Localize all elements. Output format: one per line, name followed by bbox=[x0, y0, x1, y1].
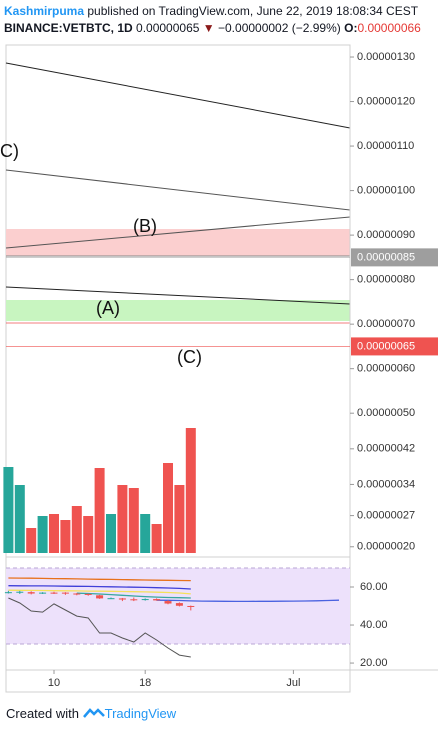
trend-line bbox=[5, 216, 351, 249]
candle-body bbox=[118, 598, 126, 600]
arrow: ▼ bbox=[202, 21, 215, 35]
annotation: C) bbox=[0, 141, 19, 161]
candle-body bbox=[130, 599, 138, 601]
last-price: 0.00000065 bbox=[136, 21, 200, 35]
rsi-tick-label: 20.00 bbox=[360, 657, 388, 669]
y-tick-label: 0.00000080 bbox=[357, 274, 415, 286]
trend-line bbox=[5, 62, 351, 129]
volume-bar bbox=[140, 514, 151, 553]
indicator-line bbox=[8, 585, 191, 590]
candle-body bbox=[39, 592, 47, 594]
author[interactable]: Kashmirpuma bbox=[4, 4, 85, 18]
volume-bar bbox=[106, 514, 116, 553]
annotation: (B) bbox=[133, 216, 157, 236]
price-marker-label: 0.00000085 bbox=[357, 251, 415, 263]
volume-bar bbox=[60, 520, 71, 553]
indicator-line bbox=[156, 599, 340, 603]
candle-body bbox=[187, 605, 195, 607]
volume-bar bbox=[185, 428, 196, 553]
annotation: (A) bbox=[96, 298, 120, 318]
volume-bar bbox=[128, 488, 139, 553]
volume-bar bbox=[163, 463, 173, 553]
logo-mark bbox=[82, 708, 105, 718]
x-tick-label: 18 bbox=[139, 677, 151, 689]
footer-brand[interactable]: TradingView bbox=[104, 706, 177, 721]
rsi-tick-label: 60.00 bbox=[360, 581, 388, 593]
candle-body bbox=[153, 599, 161, 601]
y-tick-label: 0.00000100 bbox=[357, 184, 415, 196]
y-tick-label: 0.00000120 bbox=[357, 95, 415, 107]
x-tick-label: 10 bbox=[48, 677, 60, 689]
published: published on TradingView.com, June 22, 2… bbox=[87, 4, 419, 18]
symbol: BINANCE:VETBTC, 1D bbox=[4, 21, 133, 35]
y-tick-label: 0.00000130 bbox=[357, 51, 415, 63]
indicator-line bbox=[8, 577, 191, 582]
y-tick-label: 0.00000090 bbox=[357, 229, 415, 241]
price-marker bbox=[351, 337, 438, 356]
price-marker bbox=[351, 248, 438, 267]
y-tick-label: 0.00000060 bbox=[357, 363, 415, 375]
indicator-line bbox=[8, 589, 191, 595]
volume-bar bbox=[3, 467, 14, 553]
candle-body bbox=[96, 595, 104, 599]
price-marker-label: 0.00000065 bbox=[357, 340, 415, 352]
change: −0.00000002 (−2.99%) bbox=[218, 21, 341, 35]
volume-bar bbox=[83, 516, 94, 553]
candle-body bbox=[175, 603, 183, 606]
x-tick-label: Jul bbox=[286, 677, 300, 689]
resistance-zone bbox=[6, 229, 350, 256]
candle-body bbox=[27, 592, 35, 594]
y-tick-label: 0.00000050 bbox=[357, 407, 415, 419]
candle-body bbox=[16, 591, 24, 593]
rsi-line bbox=[8, 597, 191, 658]
y-tick-label: 0.00000020 bbox=[357, 541, 415, 553]
trend-line bbox=[5, 169, 351, 211]
chart: 0.00000130 0.00000120 0.00000110 0.00000100… bbox=[0, 44, 438, 693]
candle-body bbox=[61, 592, 69, 594]
volume-bar bbox=[151, 524, 162, 553]
footer-text: Created with bbox=[6, 706, 79, 721]
volume-bar bbox=[49, 514, 59, 553]
header-line: BINANCE:VETBTC, 1D 0.00000065 ▼ −0.00000… bbox=[4, 20, 421, 37]
annotation: (C) bbox=[177, 347, 202, 367]
volume-bar bbox=[26, 528, 37, 553]
candle-body bbox=[73, 593, 81, 595]
y-tick-label: 0.00000070 bbox=[357, 318, 415, 330]
candle-body bbox=[107, 598, 115, 600]
volume-bar bbox=[117, 485, 128, 553]
candle-body bbox=[164, 601, 172, 604]
candle-body bbox=[84, 593, 92, 595]
candle-body bbox=[141, 599, 149, 601]
header: Kashmirpuma published on TradingView.com… bbox=[4, 3, 421, 37]
footer: Created with TradingView bbox=[6, 706, 176, 721]
logo bbox=[82, 708, 105, 718]
candle-body bbox=[4, 592, 12, 594]
volume-bar bbox=[174, 485, 185, 553]
indicator-line bbox=[76, 592, 191, 599]
open-price: 0.00000066 bbox=[357, 21, 421, 35]
header-line: Kashmirpuma published on TradingView.com… bbox=[4, 3, 421, 20]
volume-bar bbox=[37, 516, 48, 553]
volume-bar bbox=[14, 485, 25, 553]
y-tick-label: 0.00000034 bbox=[357, 478, 415, 490]
open-label: O: bbox=[344, 21, 358, 35]
y-tick-label: 0.00000027 bbox=[357, 510, 415, 522]
y-tick-label: 0.00000042 bbox=[357, 443, 415, 455]
volume-bar bbox=[71, 506, 82, 553]
plot: 0.00000130 0.00000120 0.00000110 0.00000100… bbox=[0, 44, 438, 693]
rsi-tick-label: 40.00 bbox=[360, 619, 388, 631]
trend-line bbox=[5, 286, 351, 305]
support-zone bbox=[6, 300, 350, 321]
candle-body bbox=[50, 592, 58, 594]
volume-bar bbox=[94, 468, 105, 553]
y-tick-label: 0.00000110 bbox=[357, 140, 414, 152]
